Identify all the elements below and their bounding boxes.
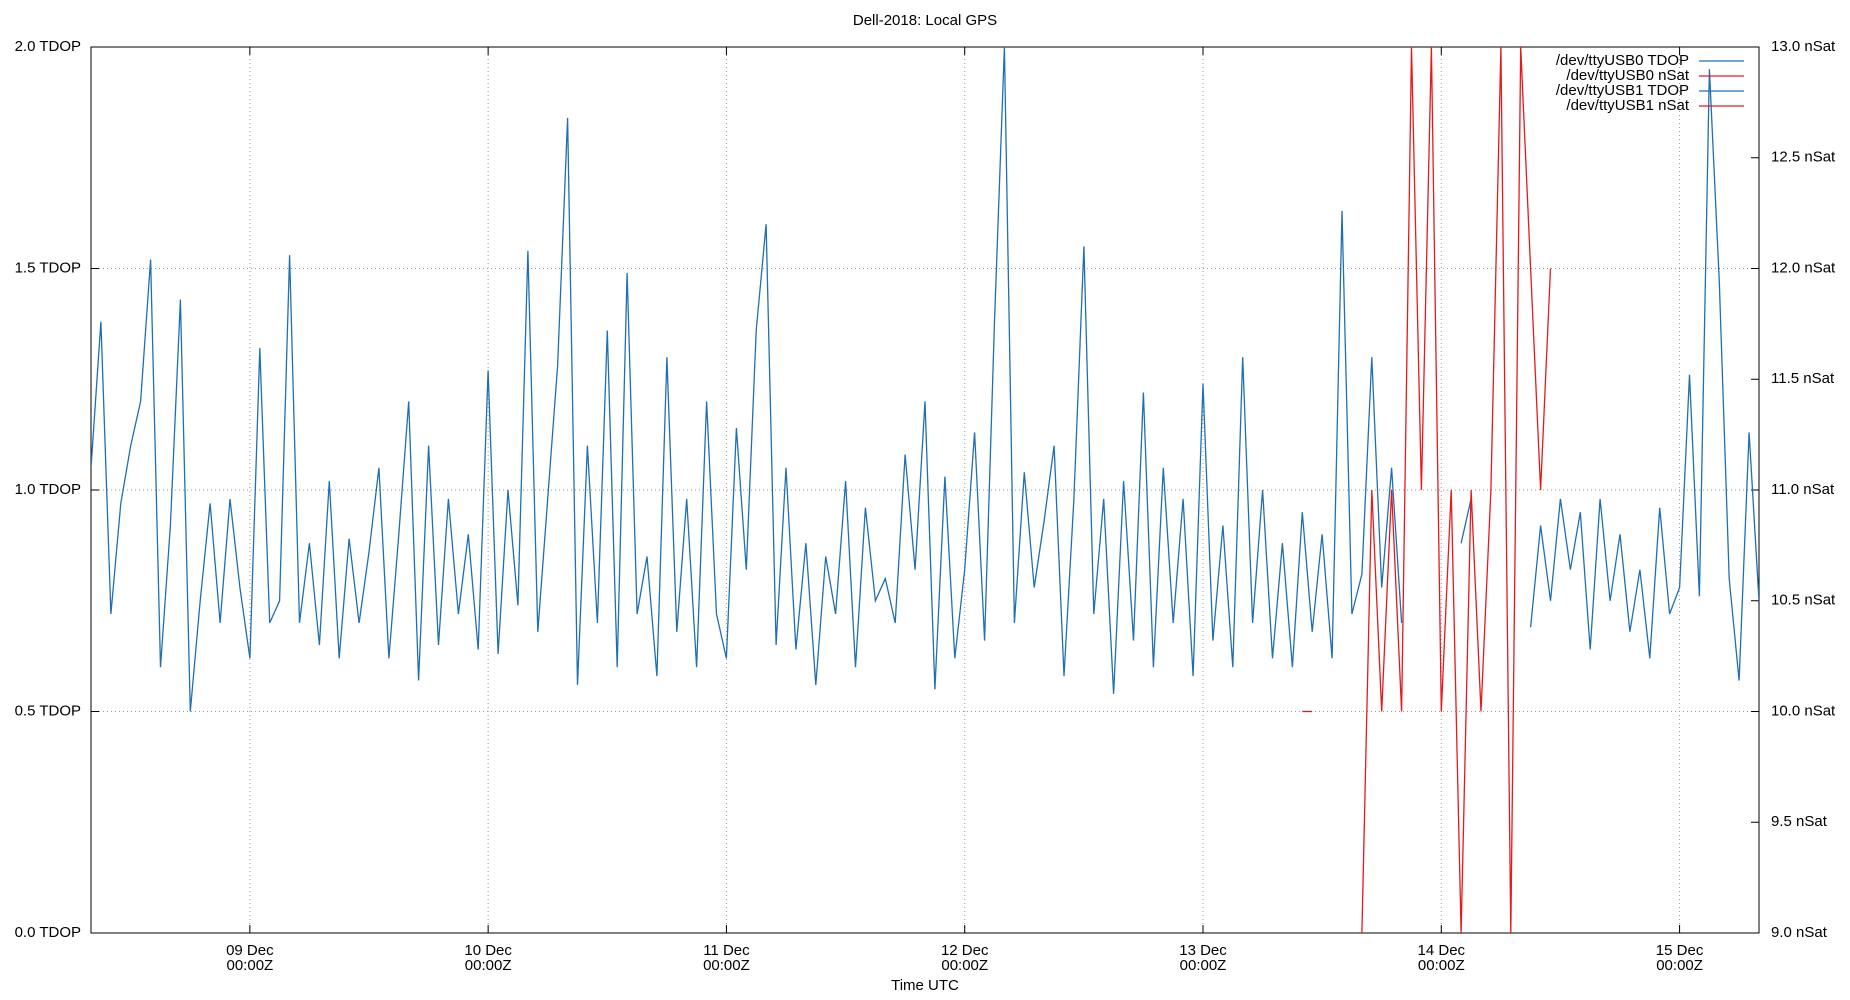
x-tick-label: 09 Dec <box>226 942 274 959</box>
x-tick-label: 14 Dec <box>1418 942 1466 959</box>
legend-label: /dev/ttyUSB0 nSat <box>1566 67 1689 84</box>
series-line <box>91 47 1403 712</box>
y-tick-label: 0.0 TDOP <box>15 924 81 941</box>
y2-tick-label: 9.5 nSat <box>1771 813 1828 830</box>
x-tick-label: 11 Dec <box>703 942 750 959</box>
y2-tick-label: 11.0 nSat <box>1771 481 1835 498</box>
y2-tick-label: 12.0 nSat <box>1771 259 1836 276</box>
y2-tick-label: 13.0 nSat <box>1771 38 1836 55</box>
y2-tick-label: 12.5 nSat <box>1771 149 1836 166</box>
chart-title: Dell-2018: Local GPS <box>853 12 997 29</box>
x-tick-label: 00:00Z <box>1418 957 1465 974</box>
x-tick-label: 00:00Z <box>703 957 750 974</box>
y-tick-label: 0.5 TDOP <box>15 702 81 719</box>
legend-label: /dev/ttyUSB0 TDOP <box>1556 52 1689 69</box>
series-line <box>1361 47 1552 933</box>
y2-tick-label: 10.5 nSat <box>1771 592 1836 609</box>
x-tick-label: 00:00Z <box>941 957 988 974</box>
series-line <box>1460 69 1759 681</box>
y-tick-label: 1.0 TDOP <box>15 481 81 498</box>
x-axis-label: Time UTC <box>891 977 959 994</box>
x-tick-label: 00:00Z <box>1180 957 1227 974</box>
plot-frame <box>90 46 1760 934</box>
legend-label: /dev/ttyUSB1 TDOP <box>1556 82 1689 99</box>
x-tick-label: 10 Dec <box>464 942 512 959</box>
y2-tick-label: 11.5 nSat <box>1771 370 1835 387</box>
legend-label: /dev/ttyUSB1 nSat <box>1566 97 1689 114</box>
plot-area <box>91 47 1759 933</box>
x-tick-label: 00:00Z <box>465 957 512 974</box>
y-tick-label: 1.5 TDOP <box>15 259 81 276</box>
y2-tick-label: 9.0 nSat <box>1771 924 1828 941</box>
x-tick-label: 12 Dec <box>941 942 989 959</box>
x-tick-label: 00:00Z <box>227 957 274 974</box>
y2-tick-label: 10.0 nSat <box>1771 702 1836 719</box>
x-tick-label: 15 Dec <box>1656 942 1704 959</box>
y-tick-label: 2.0 TDOP <box>15 38 81 55</box>
x-tick-label: 13 Dec <box>1179 942 1227 959</box>
x-tick-label: 00:00Z <box>1656 957 1703 974</box>
